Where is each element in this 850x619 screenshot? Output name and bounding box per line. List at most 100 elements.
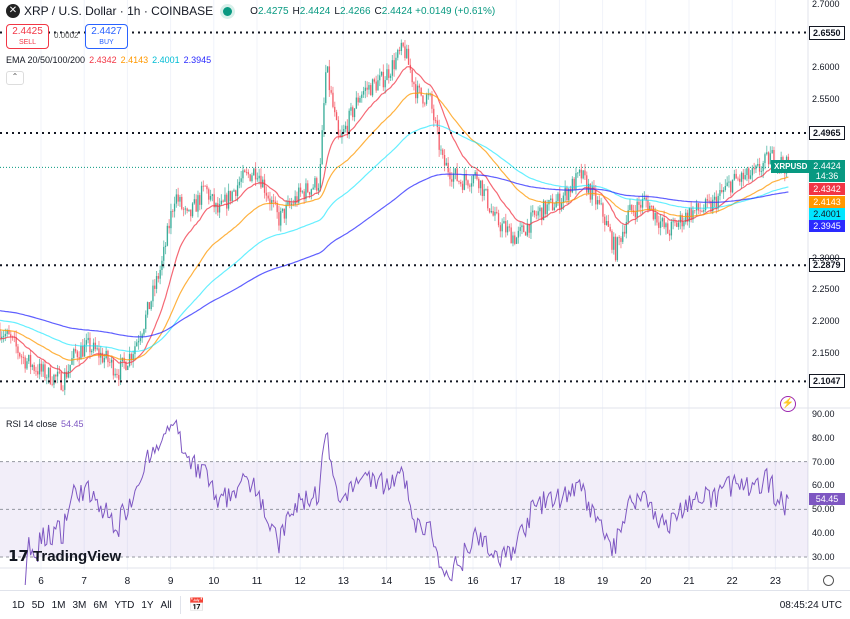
candle: [730, 180, 732, 197]
candle: [249, 173, 251, 182]
candle: [334, 101, 336, 117]
range-6m[interactable]: 6M: [93, 599, 108, 611]
candle: [251, 172, 253, 183]
candle: [458, 180, 460, 185]
rsi-legend[interactable]: RSI 14 close 54.45: [6, 419, 84, 429]
candle: [200, 181, 203, 210]
goto-date-icon[interactable]: 📅: [188, 597, 205, 612]
candle: [488, 208, 491, 214]
candle: [443, 149, 446, 172]
ema-200-line: [0, 173, 789, 338]
candle: [393, 53, 395, 77]
candle: [67, 364, 70, 379]
candle: [98, 340, 100, 366]
last-price-tag: 2.4424 14:36: [809, 160, 845, 183]
candle: [613, 232, 615, 255]
candle: [321, 124, 323, 165]
candle: [24, 355, 26, 373]
candle: [724, 179, 727, 192]
level-label: 2.1047: [809, 374, 845, 389]
ema-20-line: [0, 66, 789, 374]
x-axis-label: 19: [597, 576, 609, 587]
candle: [330, 85, 332, 95]
candle: [2, 330, 5, 343]
candle: [757, 158, 759, 168]
candle: [377, 74, 379, 91]
candle: [618, 235, 620, 246]
symbol-title[interactable]: XRP / U.S. Dollar · 1h · COINBASE: [24, 4, 214, 18]
candle: [600, 197, 602, 206]
price-chart[interactable]: [0, 0, 850, 590]
candle: [764, 152, 766, 170]
candle: [388, 64, 390, 84]
candle: [316, 176, 318, 194]
candle: [721, 183, 723, 194]
range-1d[interactable]: 1D: [12, 599, 25, 611]
candle: [186, 207, 188, 214]
candle: [735, 169, 737, 179]
x-axis-label: 15: [424, 576, 436, 587]
ema-price-tag: 2.4143: [809, 196, 845, 208]
range-3m[interactable]: 3M: [72, 599, 87, 611]
price-tick: 2.2000: [812, 316, 840, 326]
candle: [625, 215, 628, 239]
ohlc-values: O2.4275 H2.4424 L2.4266 C2.4424 +0.0149 (+0…: [250, 5, 496, 17]
flash-icon[interactable]: ⚡: [780, 396, 796, 412]
candle: [269, 191, 271, 211]
candle: [766, 145, 768, 156]
ema-legend[interactable]: EMA 20/50/100/200 2.4342 2.4143 2.4001 2.394…: [6, 55, 212, 65]
candle: [631, 204, 633, 215]
candle: [573, 177, 575, 190]
candle: [751, 165, 754, 182]
candle: [643, 191, 646, 200]
candle: [586, 171, 588, 197]
candle: [659, 214, 662, 236]
candle: [29, 349, 32, 375]
candle: [359, 95, 361, 103]
candle: [179, 194, 181, 207]
candle: [145, 310, 147, 333]
candle: [604, 213, 606, 232]
candle: [598, 195, 601, 206]
candle: [370, 82, 372, 96]
candle: [361, 91, 363, 103]
candle: [710, 197, 712, 213]
clock[interactable]: 08:45:24 UTC: [779, 600, 842, 611]
candle: [537, 206, 539, 220]
bottom-toolbar: 1D 5D 1M 3M 6M YTD 1Y All 📅 08:45:24 UTC: [0, 590, 850, 619]
sell-button[interactable]: 2.4425 SELL: [6, 24, 49, 49]
candle: [623, 225, 626, 237]
rsi-value-tag: 54.45: [809, 492, 845, 505]
candle: [350, 102, 352, 116]
candle: [461, 180, 464, 194]
candle: [614, 233, 617, 262]
price-tick: 2.1500: [812, 347, 840, 358]
candle: [528, 223, 530, 239]
candle: [0, 322, 1, 342]
candle: [521, 222, 523, 235]
candle: [280, 207, 282, 232]
candle: [395, 52, 397, 71]
range-5d[interactable]: 5D: [31, 599, 45, 611]
buy-button[interactable]: 2.4427 BUY: [85, 24, 128, 49]
x-axis-label: 11: [251, 576, 263, 587]
candle: [272, 193, 275, 208]
candle: [499, 222, 502, 238]
candle: [532, 205, 534, 217]
range-1m[interactable]: 1M: [51, 599, 66, 611]
candle: [672, 217, 674, 230]
candle: [744, 168, 746, 181]
candle: [299, 183, 302, 197]
candle: [143, 328, 145, 337]
collapse-legend-button[interactable]: ⌃: [6, 71, 24, 85]
range-ytd[interactable]: YTD: [114, 599, 135, 611]
settings-icon[interactable]: [823, 575, 834, 586]
candle: [262, 176, 264, 188]
candle: [400, 39, 403, 56]
candle: [668, 229, 671, 242]
range-all[interactable]: All: [160, 599, 172, 611]
candle: [748, 166, 750, 184]
range-1y[interactable]: 1Y: [141, 599, 154, 611]
level-label: 2.4965: [809, 126, 845, 141]
candle: [587, 178, 590, 195]
